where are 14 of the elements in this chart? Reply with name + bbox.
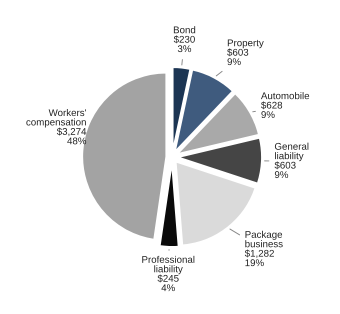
- data-label: $1,282 19%: [244, 249, 274, 266]
- slice-label: Bond: [174, 26, 196, 34]
- slice-label: Property: [228, 40, 264, 48]
- slice-label: Workers' compensation: [26, 108, 86, 128]
- slice-label: Automobile: [260, 92, 310, 100]
- slice-label: Package business: [245, 230, 283, 248]
- data-label: $603 9%: [227, 48, 248, 66]
- data-label: $3,274 48%: [56, 128, 86, 144]
- slice-label: General liability: [274, 142, 308, 162]
- slice-label: Professional liability: [142, 256, 194, 274]
- data-label: $603 9%: [274, 161, 296, 178]
- data-label: $245 4%: [158, 274, 179, 292]
- data-label: $230 3%: [174, 35, 195, 52]
- data-label: $628 9%: [261, 101, 282, 118]
